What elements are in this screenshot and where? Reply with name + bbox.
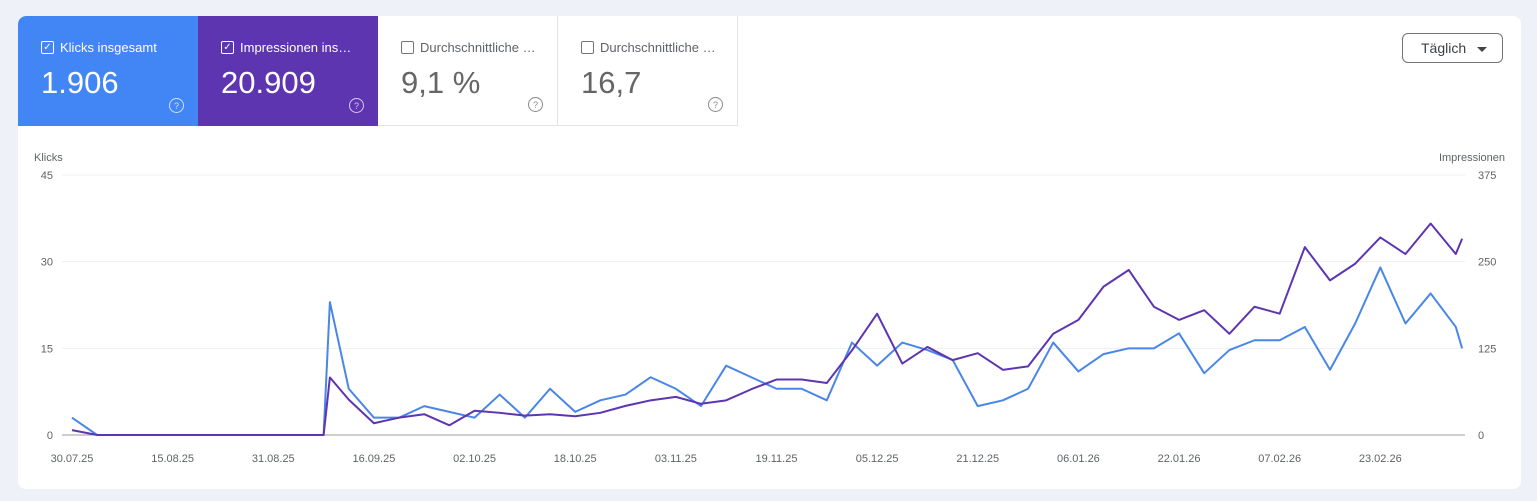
y-axis-right-label: Impressionen xyxy=(1439,152,1505,164)
metric-tile-impressions[interactable]: ✓ Impressionen ins… 20.909 ? xyxy=(198,16,378,126)
granularity-selected: Täglich xyxy=(1421,40,1467,56)
tile-value: 16,7 xyxy=(581,65,642,100)
checkbox-checked-icon[interactable]: ✓ xyxy=(221,41,234,54)
checkbox-unchecked-icon[interactable] xyxy=(401,41,414,54)
granularity-dropdown[interactable]: Täglich xyxy=(1402,33,1503,63)
x-tick: 19.11.25 xyxy=(755,453,797,465)
x-tick: 22.01.26 xyxy=(1158,453,1201,465)
y-tick-left: 45 xyxy=(41,170,53,182)
y-tick-right: 375 xyxy=(1478,170,1496,182)
x-tick: 05.12.25 xyxy=(856,453,899,465)
metric-tile-ctr[interactable]: Durchschnittliche … 9,1 % ? xyxy=(378,16,558,126)
help-icon[interactable]: ? xyxy=(169,98,184,113)
tile-label: Impressionen ins… xyxy=(240,40,352,55)
x-tick: 16.09.25 xyxy=(353,453,396,465)
y-tick-left: 30 xyxy=(41,257,53,269)
tile-label: Durchschnittliche … xyxy=(420,40,536,55)
help-icon[interactable]: ? xyxy=(708,97,723,112)
y-tick-right: 250 xyxy=(1478,257,1496,269)
tile-value: 20.909 xyxy=(221,65,316,100)
tile-value: 9,1 % xyxy=(401,65,481,100)
series-line-klicks xyxy=(71,266,1464,436)
x-tick: 07.02.26 xyxy=(1258,453,1301,465)
x-tick: 23.02.26 xyxy=(1359,453,1402,465)
y-tick-right: 125 xyxy=(1478,343,1496,355)
tile-label: Klicks insgesamt xyxy=(60,40,157,55)
checkbox-unchecked-icon[interactable] xyxy=(581,41,594,54)
x-tick: 03.11.25 xyxy=(655,453,697,465)
help-icon[interactable]: ? xyxy=(349,98,364,113)
x-tick: 30.07.25 xyxy=(51,453,94,465)
y-axis-left-label: Klicks xyxy=(34,152,63,164)
metric-tile-clicks[interactable]: ✓ Klicks insgesamt 1.906 ? xyxy=(18,16,198,126)
checkbox-checked-icon[interactable]: ✓ xyxy=(41,41,54,54)
tile-label: Durchschnittliche … xyxy=(600,40,716,55)
x-tick: 15.08.25 xyxy=(151,453,194,465)
tile-value: 1.906 xyxy=(41,65,119,100)
metric-tile-position[interactable]: Durchschnittliche … 16,7 ? xyxy=(558,16,738,126)
x-tick: 31.08.25 xyxy=(252,453,295,465)
performance-card: ✓ Klicks insgesamt 1.906 ? ✓ Impressionen … xyxy=(18,16,1521,489)
x-tick: 18.10.25 xyxy=(554,453,597,465)
help-icon[interactable]: ? xyxy=(528,97,543,112)
x-tick: 02.10.25 xyxy=(453,453,496,465)
y-tick-left: 0 xyxy=(47,430,53,442)
x-tick: 21.12.25 xyxy=(956,453,999,465)
caret-down-icon xyxy=(1477,47,1487,52)
y-tick-right: 0 xyxy=(1478,430,1484,442)
y-tick-left: 15 xyxy=(41,343,53,355)
x-tick: 06.01.26 xyxy=(1057,453,1100,465)
series-line-impressionen xyxy=(71,222,1464,436)
